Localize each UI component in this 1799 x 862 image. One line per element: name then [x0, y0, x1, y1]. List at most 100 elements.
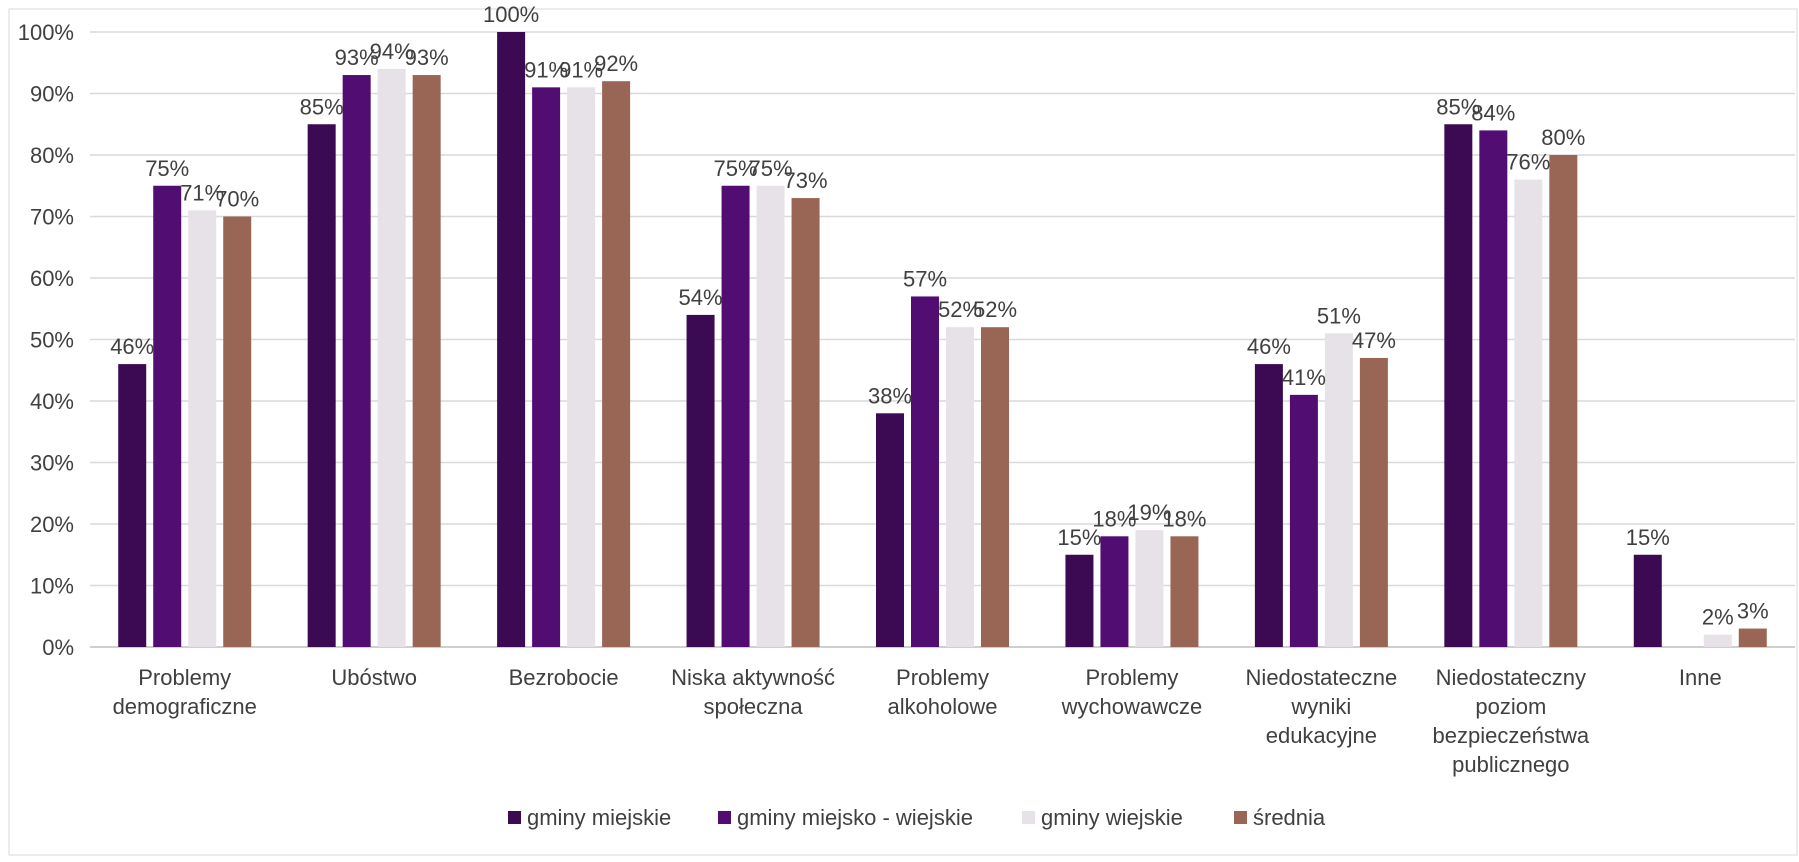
bar	[756, 185, 785, 647]
bar	[1065, 554, 1094, 647]
bar	[1100, 536, 1129, 647]
category-label: bezpieczeństwa	[1433, 723, 1590, 748]
legend-label: gminy wiejskie	[1041, 805, 1183, 830]
data-label: 57%	[903, 266, 947, 291]
data-label: 18%	[1162, 506, 1206, 531]
bar	[377, 68, 406, 647]
data-label: 71%	[180, 180, 224, 205]
data-label: 46%	[110, 334, 154, 359]
bar	[118, 364, 147, 647]
data-label: 54%	[679, 285, 723, 310]
bar	[946, 327, 974, 647]
data-label: 91%	[559, 57, 603, 82]
data-label: 85%	[300, 94, 344, 119]
category-label: wychowawcze	[1061, 694, 1203, 719]
data-label: 15%	[1057, 525, 1101, 550]
bar	[1289, 394, 1318, 647]
category-label: poziom	[1475, 694, 1546, 719]
category-label: Problemy	[1085, 665, 1178, 690]
bar	[981, 327, 1009, 647]
category-label: Niska aktywność	[671, 665, 835, 690]
data-label: 91%	[524, 57, 568, 82]
category-label: Ubóstwo	[331, 665, 417, 690]
bar	[1170, 536, 1199, 647]
y-axis: 0% 10% 20% 30% 40% 50% 60% 70% 80% 90% 100%	[18, 20, 74, 660]
data-label: 85%	[1436, 94, 1480, 119]
bar	[223, 216, 252, 647]
category-label: społeczna	[704, 694, 804, 719]
bar	[532, 87, 561, 648]
category-label: Niedostateczny	[1436, 665, 1586, 690]
bar	[1703, 634, 1732, 647]
data-label: 18%	[1092, 506, 1136, 531]
data-label: 100%	[483, 2, 539, 27]
y-tick-label: 0%	[42, 635, 74, 660]
category-label: wyniki	[1290, 694, 1351, 719]
y-tick-label: 80%	[30, 143, 74, 168]
legend-label: gminy miejsko - wiejskie	[737, 805, 973, 830]
legend-swatch	[718, 811, 731, 824]
category-label: edukacyjne	[1266, 723, 1377, 748]
data-label: 94%	[370, 39, 414, 64]
category-label: publicznego	[1452, 752, 1569, 777]
y-tick-label: 90%	[30, 82, 74, 107]
bar	[567, 87, 596, 648]
data-label: 92%	[594, 51, 638, 76]
data-labels: 46%75%71%70%85%93%94%93%100%91%91%92%54%…	[110, 2, 1768, 630]
y-tick-label: 10%	[30, 574, 74, 599]
data-label: 93%	[405, 45, 449, 70]
category-label: Inne	[1679, 665, 1722, 690]
bar	[1633, 554, 1662, 647]
bar	[1254, 364, 1283, 647]
bar	[412, 75, 441, 648]
data-label: 52%	[938, 297, 982, 322]
bar	[1324, 333, 1353, 647]
data-label: 38%	[868, 383, 912, 408]
legend-swatch	[1022, 811, 1035, 824]
legend-swatch	[508, 811, 521, 824]
bar	[602, 81, 631, 647]
data-label: 46%	[1247, 334, 1291, 359]
category-label: Bezrobocie	[509, 665, 619, 690]
category-label: Niedostateczne	[1246, 665, 1398, 690]
data-label: 52%	[973, 297, 1017, 322]
data-label: 15%	[1626, 525, 1670, 550]
data-label: 80%	[1541, 125, 1585, 150]
data-label: 84%	[1471, 100, 1515, 125]
data-label: 75%	[145, 156, 189, 181]
data-label: 75%	[714, 156, 758, 181]
bar	[342, 75, 371, 648]
bar	[1135, 530, 1164, 647]
category-label: demograficzne	[113, 694, 257, 719]
data-label: 3%	[1737, 599, 1769, 624]
y-tick-label: 20%	[30, 512, 74, 537]
legend-swatch	[1234, 811, 1247, 824]
gridlines	[90, 31, 1795, 648]
bar	[1738, 628, 1767, 647]
bar	[1359, 357, 1388, 647]
bar	[1514, 179, 1543, 647]
data-label: 70%	[215, 187, 259, 212]
bars	[118, 32, 1767, 648]
legend-label: gminy miejskie	[527, 805, 671, 830]
data-label: 73%	[784, 168, 828, 193]
bar	[721, 185, 750, 647]
y-tick-label: 60%	[30, 266, 74, 291]
bar	[307, 124, 336, 647]
bar	[1549, 155, 1578, 647]
data-label: 41%	[1282, 365, 1326, 390]
data-label: 19%	[1127, 500, 1171, 525]
legend-label: średnia	[1253, 805, 1326, 830]
y-tick-label: 40%	[30, 389, 74, 414]
data-label: 93%	[335, 45, 379, 70]
bar	[686, 314, 715, 647]
category-label: alkoholowe	[887, 694, 997, 719]
category-label: Problemy	[896, 665, 989, 690]
data-label: 2%	[1702, 605, 1734, 630]
y-tick-label: 30%	[30, 451, 74, 476]
x-axis-category-labels: Problemy demograficzne Ubóstwo Bezrobocie Ni…	[113, 665, 1722, 777]
category-label: Problemy	[138, 665, 231, 690]
bar	[876, 413, 904, 647]
bar	[497, 32, 526, 647]
